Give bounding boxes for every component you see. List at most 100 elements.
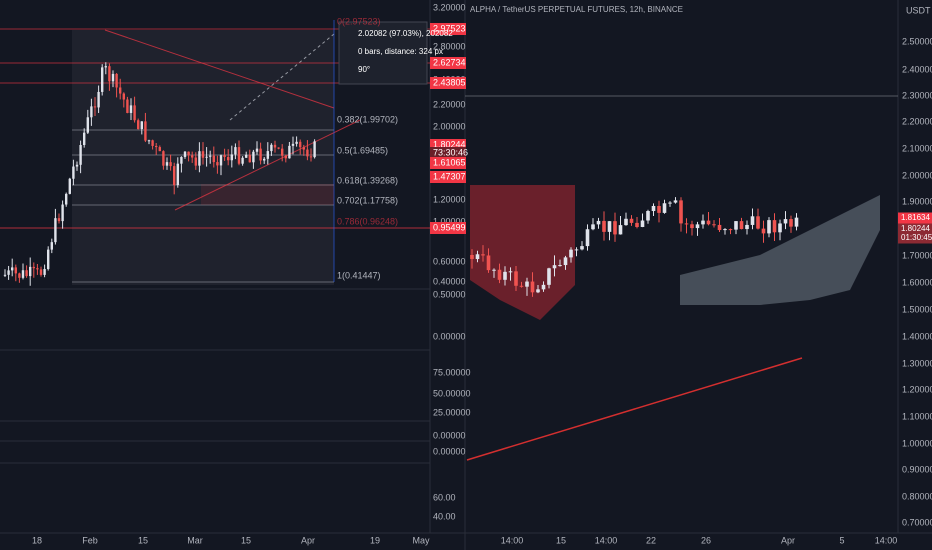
candle-body [772, 220, 777, 233]
tooltip-line: 0 bars, distance: 324 px [358, 47, 443, 56]
time-axis-label: Apr [301, 535, 315, 545]
candle-body [591, 224, 595, 230]
price-axis-label: 0.90000 [902, 464, 932, 474]
indicator-axis-label: 0.00000 [433, 430, 466, 440]
price-axis-label: 1.00000 [902, 438, 932, 448]
candle-body [57, 218, 61, 222]
candle-body [717, 224, 722, 231]
price-tag [430, 23, 466, 35]
candle-body [133, 105, 136, 121]
candle-body [36, 268, 39, 270]
candle-body [618, 225, 623, 235]
indicator-axis-label: 60.00 [433, 492, 456, 502]
candle-body [219, 155, 223, 166]
candle-body [180, 156, 183, 164]
candle-body [756, 216, 760, 229]
candle-body [234, 147, 237, 155]
candle-body [86, 117, 89, 133]
candle-body [216, 162, 219, 166]
time-axis-label: 26 [701, 535, 711, 545]
candle-body [580, 246, 584, 250]
indicator-axis-label: 75.00000 [433, 367, 471, 377]
price-tag [430, 77, 466, 89]
candle-body [191, 155, 194, 158]
candle-body [11, 267, 14, 271]
candle-body [684, 223, 689, 225]
candle-body [183, 151, 187, 157]
currency-label: USDT [906, 5, 931, 15]
candle-body [61, 204, 64, 222]
candle-body [299, 141, 302, 148]
candle-body [794, 217, 799, 227]
price-axis-label: 2.00000 [433, 121, 466, 131]
candle-body [563, 257, 568, 266]
price-axis-label: 2.10000 [902, 143, 932, 153]
candle-body [712, 224, 716, 226]
candle-body [162, 151, 165, 166]
candle-body [165, 162, 169, 166]
time-axis-label: 14:00 [595, 535, 618, 545]
price-axis-label: 2.20000 [433, 99, 466, 109]
fib-label: 0.786(0.96248) [337, 216, 398, 226]
candle-body [503, 271, 507, 280]
price-axis-label: 1.60000 [902, 277, 932, 287]
price-axis-label: 1.10000 [902, 411, 932, 421]
candle-body [266, 151, 269, 159]
candle-body [646, 211, 650, 221]
candle-body [237, 147, 241, 164]
candle-body [129, 105, 133, 113]
indicator-axis-label: 50.00000 [433, 388, 471, 398]
candle-body [54, 218, 57, 243]
candle-body [212, 155, 215, 163]
candle-body [651, 205, 656, 212]
price-axis-label: 3.20000 [433, 2, 466, 12]
candle-body [585, 229, 590, 247]
candle-body [778, 223, 782, 233]
fib-band [201, 184, 334, 205]
candle-body [201, 151, 205, 158]
candle-body [144, 121, 147, 141]
price-tag-label: 2.43805 [433, 77, 466, 87]
candle-body [68, 178, 71, 194]
time-axis-label: 14:00 [501, 535, 524, 545]
price-tag-label: 1.81634 [901, 213, 930, 222]
candle-body [111, 73, 115, 82]
price-tag-label: 1.80244 [901, 224, 930, 233]
candle-body [252, 151, 255, 163]
time-axis-label: 18 [32, 535, 42, 545]
candle-body [607, 221, 612, 232]
candle-body [137, 120, 140, 130]
candle-body [248, 154, 251, 163]
candle-body [194, 157, 197, 166]
candle-body [481, 254, 485, 256]
price-tag-label: 73:30:46 [433, 147, 468, 157]
candle-body [783, 219, 788, 224]
candle-body [679, 200, 683, 224]
price-axis-label: 1.20000 [902, 384, 932, 394]
indicator-axis-label: 0.00000 [433, 331, 466, 341]
candle-body [690, 224, 694, 229]
candle-body [745, 224, 749, 230]
fib-label: 0(2.97523) [337, 16, 381, 26]
candle-body [558, 265, 562, 267]
candle-body [635, 222, 639, 227]
candle-body [104, 66, 107, 68]
candle-body [486, 255, 491, 271]
candle-body [706, 220, 711, 225]
candle-body [108, 66, 111, 82]
price-tag-label: 0.95499 [433, 222, 466, 232]
candle-body [281, 148, 284, 156]
candle-body [65, 193, 68, 205]
time-axis-label: 15 [241, 535, 251, 545]
price-axis-label: 1.00000 [433, 216, 466, 226]
candle-body [32, 266, 35, 269]
candle-body [295, 141, 298, 144]
candle-body [18, 273, 21, 278]
candle-body [122, 93, 125, 100]
indicator-axis-label: 0.50000 [433, 289, 466, 299]
candle-body [519, 285, 524, 287]
candle-body [277, 147, 280, 149]
price-tag [430, 222, 466, 234]
price-tag [430, 157, 466, 169]
candle-body [93, 106, 97, 108]
